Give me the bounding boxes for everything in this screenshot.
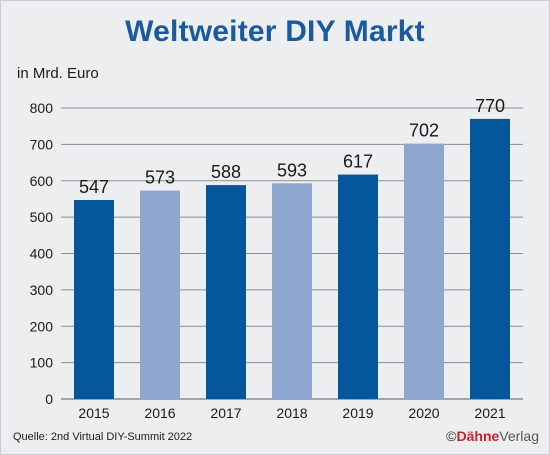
- data-label-2021: 770: [475, 96, 505, 116]
- bar-2018: [272, 183, 312, 399]
- bar-2019: [338, 174, 378, 399]
- x-tick-label-2019: 2019: [342, 405, 373, 421]
- publisher-logo: ©DähneVerlag: [446, 428, 539, 444]
- y-tick-label-600: 600: [30, 173, 54, 189]
- y-tick-label-400: 400: [30, 246, 54, 262]
- data-label-2017: 588: [211, 162, 241, 182]
- y-tick-label-800: 800: [30, 100, 54, 116]
- copyright-symbol: ©: [446, 428, 457, 444]
- data-label-2020: 702: [409, 121, 439, 141]
- bar-2020: [404, 143, 444, 399]
- x-tick-label-2018: 2018: [276, 405, 307, 421]
- y-tick-label-0: 0: [45, 391, 53, 407]
- chart-title: Weltweiter DIY Markt: [125, 15, 425, 48]
- y-tick-label-300: 300: [30, 282, 54, 298]
- data-label-2018: 593: [277, 160, 307, 180]
- bar-2021: [470, 118, 510, 399]
- y-tick-label-100: 100: [30, 355, 54, 371]
- x-tick-label-2020: 2020: [408, 405, 439, 421]
- bar-chart: 0 100 200 300 400 500 600 700 800 547 2015 573 2016 5…: [30, 96, 523, 421]
- data-label-2019: 617: [343, 152, 373, 172]
- x-tick-label-2016: 2016: [144, 405, 175, 421]
- bar-2016: [140, 190, 180, 399]
- y-tick-label-700: 700: [30, 136, 54, 152]
- x-tick-label-2017: 2017: [210, 405, 241, 421]
- source-note: Quelle: 2nd Virtual DIY-Summit 2022: [13, 431, 193, 443]
- data-label-2015: 547: [79, 177, 109, 197]
- data-label-2016: 573: [145, 168, 175, 188]
- publisher-brand: Dähne: [456, 428, 500, 444]
- y-tick-label-500: 500: [30, 209, 54, 225]
- y-tick-label-200: 200: [30, 318, 54, 334]
- x-tick-label-2021: 2021: [474, 405, 505, 421]
- x-tick-label-2015: 2015: [78, 405, 109, 421]
- publisher-suffix: Verlag: [499, 428, 539, 444]
- bar-2015: [74, 200, 114, 399]
- unit-label: in Mrd. Euro: [17, 65, 99, 82]
- bar-2017: [206, 185, 246, 399]
